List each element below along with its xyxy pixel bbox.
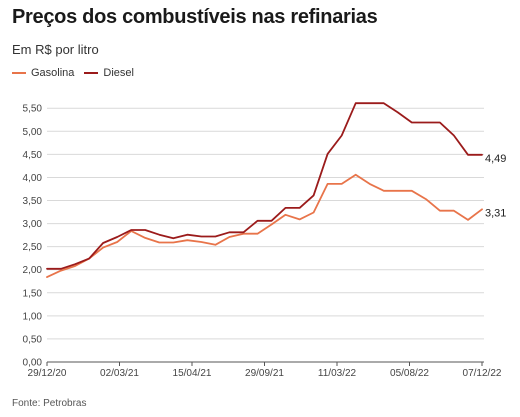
- x-tick-label: 05/08/22: [390, 368, 429, 379]
- y-tick-label: 4,00: [23, 173, 43, 184]
- y-tick-label: 0,00: [23, 358, 43, 369]
- y-tick-label: 1,50: [23, 288, 43, 299]
- end-label-gasolina: 3,31: [485, 207, 506, 219]
- series-line-gasolina: [46, 173, 483, 279]
- x-tick-label: 11/03/22: [318, 368, 357, 379]
- x-tick-label: 07/12/22: [463, 368, 502, 379]
- legend-item-diesel: Diesel: [84, 67, 134, 79]
- y-tick-label: 3,50: [23, 196, 43, 207]
- legend-swatch-gasolina: [12, 72, 26, 74]
- source-note: Fonte: Petrobras: [12, 398, 87, 409]
- x-tick-label: 29/12/20: [28, 368, 67, 379]
- y-tick-label: 3,00: [23, 219, 43, 230]
- chart-title: Preços dos combustíveis nas refinarias: [12, 6, 378, 28]
- x-tick-label: 29/09/21: [245, 368, 284, 379]
- x-tick-label: 15/04/21: [173, 368, 212, 379]
- y-tick-label: 2,00: [23, 265, 43, 276]
- y-tick-label: 5,00: [23, 127, 43, 138]
- y-tick-label: 2,50: [23, 242, 43, 253]
- y-tick-label: 1,00: [23, 311, 43, 322]
- legend-label-gasolina: Gasolina: [31, 67, 75, 79]
- legend-item-gasolina: Gasolina: [12, 67, 74, 79]
- legend-swatch-diesel: [84, 72, 99, 74]
- y-tick-label: 4,50: [23, 150, 43, 161]
- series-line-diesel: [46, 102, 483, 270]
- legend: Gasolina Diesel: [12, 67, 134, 79]
- chart-subtitle: Em R$ por litro: [12, 42, 99, 57]
- end-label-diesel: 4,49: [485, 153, 506, 165]
- x-tick-label: 02/03/21: [100, 368, 139, 379]
- y-tick-label: 5,50: [23, 104, 43, 115]
- y-tick-label: 0,50: [23, 334, 43, 345]
- legend-label-diesel: Diesel: [103, 67, 134, 79]
